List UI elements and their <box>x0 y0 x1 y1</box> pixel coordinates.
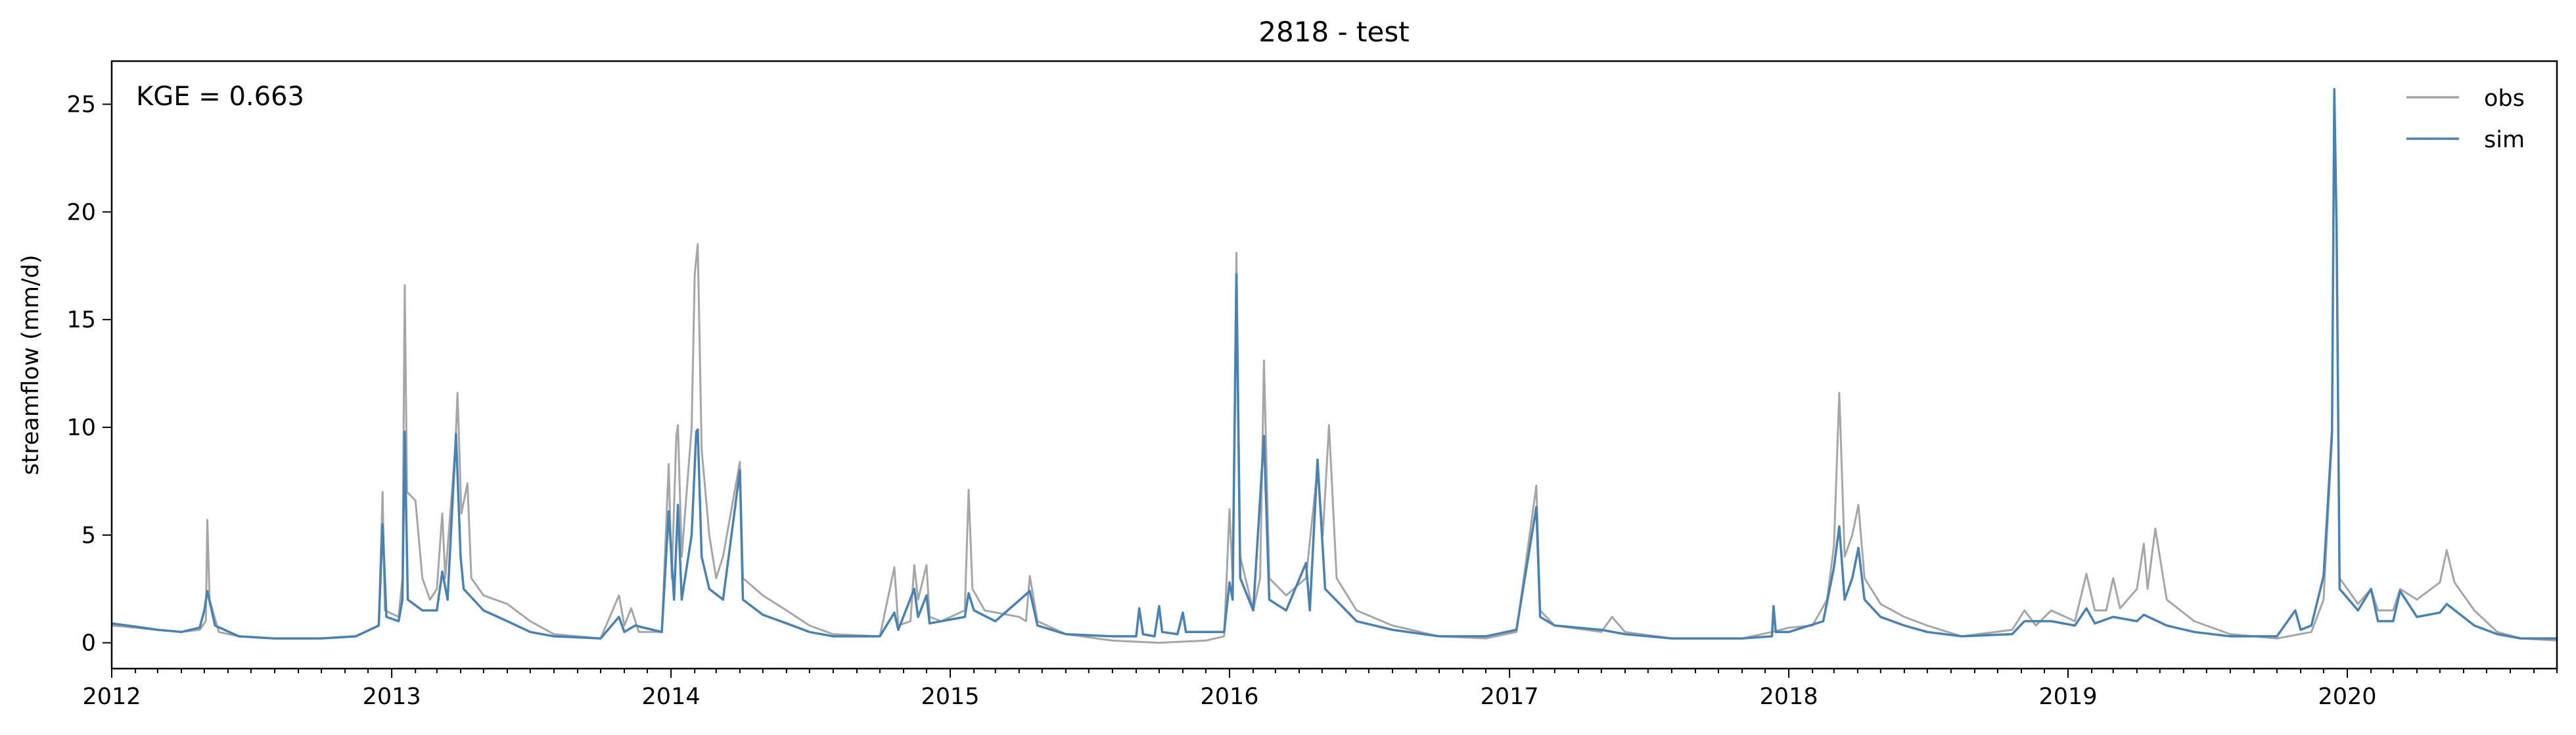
x-tick-label: 2013 <box>363 684 421 710</box>
y-axis: 0 5 10 15 20 25 <box>66 92 112 657</box>
y-tick-label: 0 <box>81 630 96 657</box>
x-tick-label: 2012 <box>82 684 141 710</box>
x-tick-label: 2015 <box>921 684 979 710</box>
chart-title: 2818 - test <box>1258 16 1409 48</box>
x-tick-label: 2018 <box>1760 684 1818 710</box>
y-tick-label: 5 <box>81 523 96 549</box>
kge-annotation: KGE = 0.663 <box>136 82 304 112</box>
y-tick-label: 25 <box>66 92 96 118</box>
x-tick-label: 2019 <box>2038 684 2097 710</box>
y-tick-label: 20 <box>66 199 96 225</box>
y-axis-label: streamflow (mm/d) <box>18 254 44 475</box>
y-tick-label: 15 <box>66 307 96 333</box>
series-layer <box>112 87 2557 644</box>
legend: obs sim <box>2406 85 2525 153</box>
x-tick-label: 2017 <box>1481 684 1539 710</box>
plot-area <box>112 87 2557 644</box>
x-tick-label: 2020 <box>2318 684 2376 710</box>
x-tick-label: 2016 <box>1200 684 1258 710</box>
series-line-sim <box>112 87 2557 640</box>
plot-frame <box>110 60 2558 670</box>
x-axis: 2012 2013 2014 2015 2016 2017 2018 2019 2020 <box>82 669 2558 710</box>
legend-sim-label: sim <box>2484 127 2525 153</box>
y-tick-label: 10 <box>66 415 96 441</box>
x-tick-label: 2014 <box>642 684 701 710</box>
legend-obs-label: obs <box>2484 85 2525 112</box>
series-line-obs <box>112 90 2557 644</box>
